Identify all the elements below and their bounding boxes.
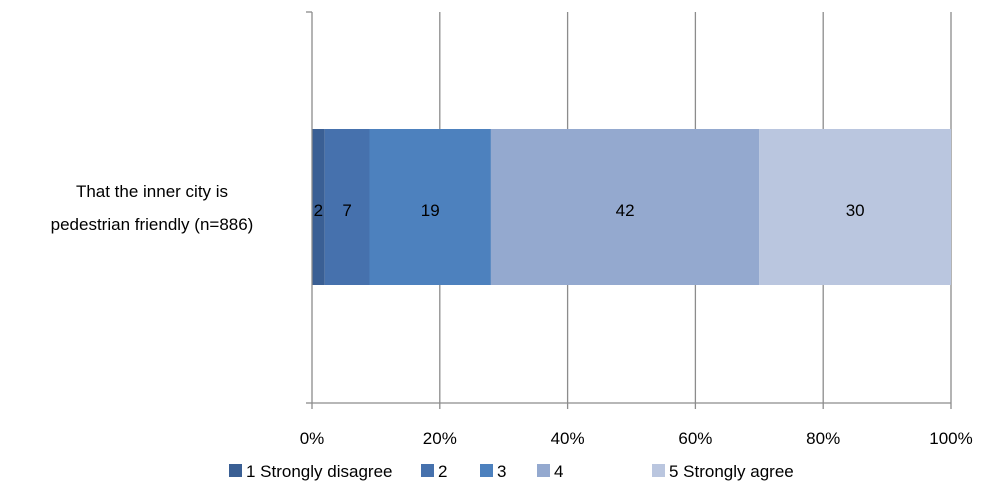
bar-segment: [324, 129, 370, 285]
legend: 1 Strongly disagree 2 3 4 5 Strongly agree: [229, 462, 794, 481]
legend-label: 1 Strongly disagree: [246, 462, 392, 481]
x-tick-label: 60%: [678, 429, 712, 448]
legend-swatch: [421, 464, 434, 477]
legend-label: 3: [497, 462, 506, 481]
bar-segment: [369, 129, 491, 285]
x-tick-label: 80%: [806, 429, 840, 448]
data-label: 42: [616, 201, 635, 220]
data-label: 30: [846, 201, 865, 220]
bar-segment: [312, 129, 325, 285]
data-label: 19: [421, 201, 440, 220]
legend-swatch: [652, 464, 665, 477]
bar-segment: [490, 129, 760, 285]
axes: 0% 20% 40% 60% 80% 100%: [300, 11, 973, 448]
legend-label: 4: [554, 462, 563, 481]
x-tick-label: 40%: [551, 429, 585, 448]
data-label: 7: [342, 201, 351, 220]
category-label-line-2: pedestrian friendly (n=886): [51, 215, 254, 234]
bar-group: [312, 129, 951, 285]
data-label: 2: [314, 201, 323, 220]
x-tick-label: 100%: [929, 429, 972, 448]
legend-swatch: [537, 464, 550, 477]
legend-swatch: [229, 464, 242, 477]
category-label-line-1: That the inner city is: [76, 182, 228, 201]
x-tick-label: 0%: [300, 429, 325, 448]
x-tick-label: 20%: [423, 429, 457, 448]
bar-segment: [759, 129, 951, 285]
legend-label: 5 Strongly agree: [669, 462, 794, 481]
legend-label: 2: [438, 462, 447, 481]
legend-swatch: [480, 464, 493, 477]
labels: That the inner city is pedestrian friend…: [51, 182, 865, 234]
